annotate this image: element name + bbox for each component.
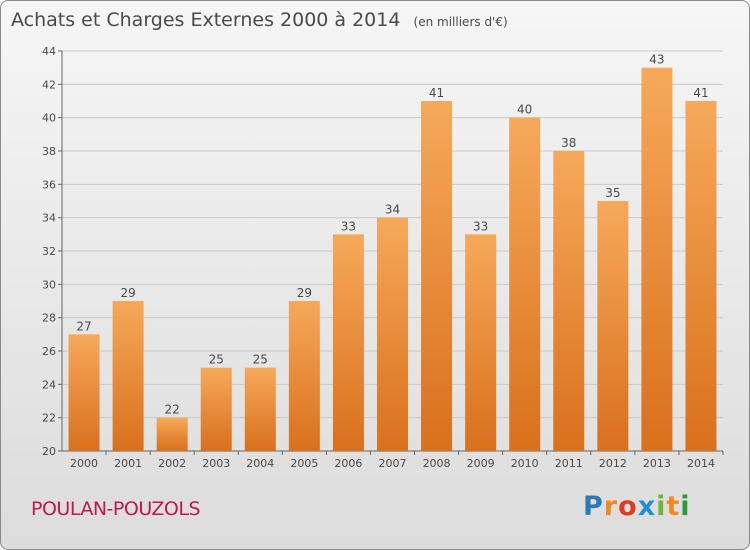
data-labels: 27 29 22 25 25 29 33 34 41 33 40 38 35 43 41	[76, 53, 708, 417]
data-label: 29	[120, 286, 135, 300]
data-label: 40	[517, 103, 532, 117]
brand-logo-letter: i	[656, 491, 667, 522]
data-label: 38	[561, 136, 576, 150]
bar	[288, 301, 320, 451]
bar	[685, 101, 717, 451]
x-tick-label: 2013	[643, 457, 671, 470]
data-label: 25	[209, 353, 224, 367]
y-tick-label: 22	[42, 412, 56, 425]
x-tick-label: 2006	[334, 457, 362, 470]
bar	[509, 117, 541, 452]
brand-logo: Proxiti	[583, 491, 691, 522]
bar	[332, 234, 364, 451]
x-tick-label: 2007	[379, 457, 407, 470]
bars	[68, 67, 717, 452]
data-label: 34	[385, 203, 400, 217]
bar	[553, 151, 585, 451]
chart-unit: (en milliers d'€)	[413, 15, 508, 29]
axes: 20 22 24 26 28 30 32 34 36 38 40 42 44 2000 2001 2002 20…	[42, 45, 724, 470]
y-tick-label: 40	[42, 112, 56, 125]
data-label: 41	[429, 86, 444, 100]
data-label: 33	[473, 219, 488, 233]
data-label: 27	[76, 319, 91, 333]
y-tick-label: 38	[42, 145, 56, 158]
data-label: 35	[605, 186, 620, 200]
bar	[641, 67, 673, 452]
brand-logo-letter: t	[666, 491, 681, 522]
y-tick-label: 20	[42, 445, 56, 458]
brand-logo-letter: i	[680, 491, 691, 522]
brand-logo-letter: r	[603, 491, 619, 522]
y-tick-label: 44	[42, 45, 56, 58]
data-label: 22	[165, 403, 180, 417]
y-tick-label: 24	[42, 378, 56, 391]
x-tick-label: 2000	[70, 457, 98, 470]
x-tick-label: 2008	[423, 457, 451, 470]
bar	[156, 417, 188, 451]
brand-logo-letter: P	[583, 491, 604, 522]
chart-title: Achats et Charges Externes 2000 à 2014	[11, 9, 401, 31]
bar	[68, 334, 100, 451]
x-tick-label: 2010	[511, 457, 539, 470]
y-tick-label: 28	[42, 312, 56, 325]
data-label: 43	[649, 53, 664, 67]
y-tick-label: 26	[42, 345, 56, 358]
x-tick-label: 2005	[290, 457, 318, 470]
y-tick-label: 36	[42, 178, 56, 191]
bar	[597, 201, 629, 451]
y-tick-label: 30	[42, 278, 56, 291]
bar	[465, 234, 497, 451]
data-label: 33	[341, 219, 356, 233]
data-label: 41	[693, 86, 708, 100]
bar	[200, 367, 232, 451]
title-row: Achats et Charges Externes 2000 à 2014 (…	[11, 9, 508, 31]
brand-logo-letter: o	[618, 491, 638, 522]
place-name: POULAN-POUZOLS	[31, 498, 201, 520]
x-tick-label: 2012	[599, 457, 627, 470]
y-tick-label: 32	[42, 245, 56, 258]
x-tick-label: 2002	[158, 457, 186, 470]
y-tick-label: 34	[42, 212, 56, 225]
y-tick-label: 42	[42, 78, 56, 91]
bar	[244, 367, 276, 451]
x-tick-label: 2011	[555, 457, 583, 470]
x-tick-label: 2003	[202, 457, 230, 470]
x-tick-label: 2001	[114, 457, 142, 470]
x-tick-label: 2009	[467, 457, 495, 470]
bar	[421, 101, 453, 451]
data-label: 29	[297, 286, 312, 300]
bar	[112, 301, 144, 451]
x-tick-label: 2004	[246, 457, 274, 470]
x-tick-label: 2014	[687, 457, 715, 470]
brand-logo-letter: x	[637, 491, 657, 522]
bar	[377, 217, 408, 451]
data-label: 25	[253, 353, 268, 367]
